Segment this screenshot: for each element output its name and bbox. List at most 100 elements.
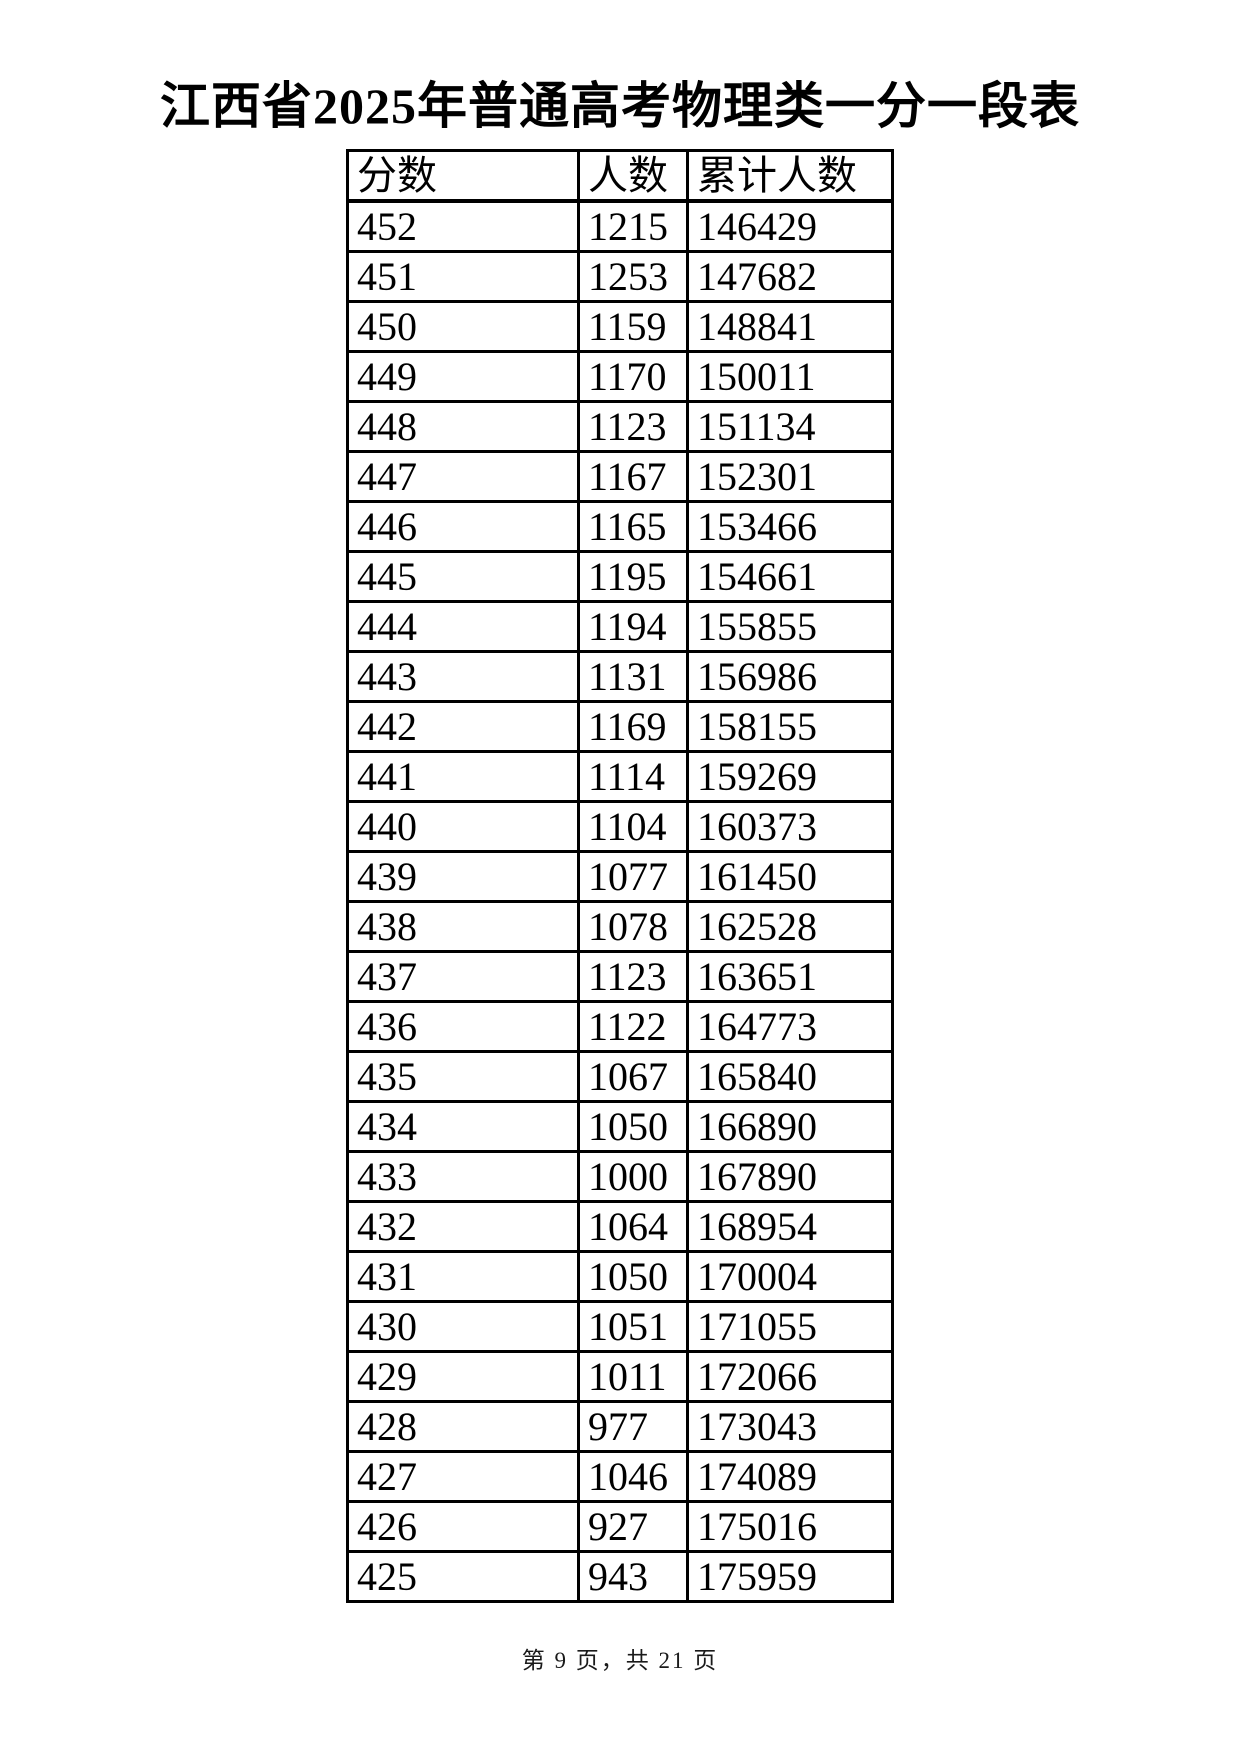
table-cell-score: 434 [346, 1100, 580, 1153]
table-cell-score: 437 [346, 950, 580, 1003]
table-cell-cumulative: 158155 [686, 700, 894, 753]
table-row: 431 1050 170004 [346, 1250, 894, 1303]
table-row: 452 1215 146429 [346, 199, 894, 253]
table-cell-score: 446 [346, 500, 580, 553]
table-row: 437 1123 163651 [346, 950, 894, 1003]
table-cell-count: 927 [577, 1500, 689, 1553]
table-cell-count: 1122 [577, 1000, 689, 1053]
table-row: 433 1000 167890 [346, 1150, 894, 1203]
table-cell-score: 441 [346, 750, 580, 803]
table-cell-count: 1194 [577, 600, 689, 653]
table-body: 452 1215 146429 451 1253 147682 450 1159 148841 4… [346, 199, 894, 1603]
table-cell-cumulative: 156986 [686, 650, 894, 703]
table-cell-cumulative: 150011 [686, 350, 894, 403]
table-cell-cumulative: 170004 [686, 1250, 894, 1303]
page-number-indicator: 第 9 页，共 21 页 [521, 1648, 719, 1673]
table-cell-score: 442 [346, 700, 580, 753]
table-cell-score: 433 [346, 1150, 580, 1203]
column-header-count: 人数 [577, 149, 689, 203]
table-cell-score: 428 [346, 1400, 580, 1453]
table-row: 428 977 173043 [346, 1400, 894, 1453]
table-cell-count: 977 [577, 1400, 689, 1453]
table-row: 445 1195 154661 [346, 550, 894, 603]
table-cell-score: 443 [346, 650, 580, 703]
column-header-score: 分数 [346, 149, 580, 203]
table-cell-cumulative: 171055 [686, 1300, 894, 1353]
table-row: 448 1123 151134 [346, 400, 894, 453]
table-row: 429 1011 172066 [346, 1350, 894, 1403]
table-cell-score: 426 [346, 1500, 580, 1553]
table-cell-count: 1165 [577, 500, 689, 553]
table-cell-cumulative: 151134 [686, 400, 894, 453]
table-row: 451 1253 147682 [346, 250, 894, 303]
table-cell-cumulative: 162528 [686, 900, 894, 953]
table-cell-score: 447 [346, 450, 580, 503]
table-cell-score: 430 [346, 1300, 580, 1353]
table-cell-count: 1123 [577, 950, 689, 1003]
table-row: 446 1165 153466 [346, 500, 894, 553]
table-cell-cumulative: 160373 [686, 800, 894, 853]
table-cell-cumulative: 152301 [686, 450, 894, 503]
table-row: 444 1194 155855 [346, 600, 894, 653]
table-row: 443 1131 156986 [346, 650, 894, 703]
table-cell-count: 1011 [577, 1350, 689, 1403]
table-row: 441 1114 159269 [346, 750, 894, 803]
table-cell-cumulative: 168954 [686, 1200, 894, 1253]
table-cell-cumulative: 175959 [686, 1550, 894, 1603]
table-cell-score: 450 [346, 300, 580, 353]
table-cell-count: 1169 [577, 700, 689, 753]
table-row: 434 1050 166890 [346, 1100, 894, 1153]
table-header-row: 分数 人数 累计人数 [346, 149, 894, 203]
table-cell-cumulative: 173043 [686, 1400, 894, 1453]
table-row: 438 1078 162528 [346, 900, 894, 953]
table-cell-count: 1067 [577, 1050, 689, 1103]
table-cell-count: 1050 [577, 1100, 689, 1153]
table-cell-cumulative: 163651 [686, 950, 894, 1003]
table-cell-count: 1000 [577, 1150, 689, 1203]
table-cell-cumulative: 167890 [686, 1150, 894, 1203]
table-cell-score: 444 [346, 600, 580, 653]
table-cell-count: 1170 [577, 350, 689, 403]
table-cell-score: 451 [346, 250, 580, 303]
table-cell-count: 1104 [577, 800, 689, 853]
table-row: 439 1077 161450 [346, 850, 894, 903]
table-cell-count: 1077 [577, 850, 689, 903]
table-cell-cumulative: 172066 [686, 1350, 894, 1403]
table-row: 442 1169 158155 [346, 700, 894, 753]
table-row: 425 943 175959 [346, 1550, 894, 1603]
table-cell-cumulative: 147682 [686, 250, 894, 303]
table-cell-cumulative: 154661 [686, 550, 894, 603]
table-cell-score: 431 [346, 1250, 580, 1303]
table-cell-score: 438 [346, 900, 580, 953]
table-cell-score: 436 [346, 1000, 580, 1053]
table-cell-count: 1195 [577, 550, 689, 603]
table-cell-score: 440 [346, 800, 580, 853]
table-cell-cumulative: 159269 [686, 750, 894, 803]
table-cell-count: 943 [577, 1550, 689, 1603]
table-row: 436 1122 164773 [346, 1000, 894, 1053]
table-cell-cumulative: 174089 [686, 1450, 894, 1503]
table-row: 432 1064 168954 [346, 1200, 894, 1253]
table-cell-score: 448 [346, 400, 580, 453]
table-row: 440 1104 160373 [346, 800, 894, 853]
column-header-cumulative: 累计人数 [686, 149, 894, 203]
table-cell-score: 427 [346, 1450, 580, 1503]
table-cell-count: 1159 [577, 300, 689, 353]
table-cell-count: 1051 [577, 1300, 689, 1353]
table-cell-cumulative: 165840 [686, 1050, 894, 1103]
table-cell-score: 449 [346, 350, 580, 403]
table-cell-score: 425 [346, 1550, 580, 1603]
table-cell-count: 1078 [577, 900, 689, 953]
table-cell-cumulative: 175016 [686, 1500, 894, 1553]
table-row: 426 927 175016 [346, 1500, 894, 1553]
table-cell-score: 429 [346, 1350, 580, 1403]
table-cell-score: 452 [346, 199, 580, 253]
table-cell-cumulative: 155855 [686, 600, 894, 653]
table-cell-cumulative: 153466 [686, 500, 894, 553]
table-cell-count: 1046 [577, 1450, 689, 1503]
table-cell-count: 1114 [577, 750, 689, 803]
table-cell-count: 1123 [577, 400, 689, 453]
table-cell-cumulative: 146429 [686, 199, 894, 253]
table-cell-score: 439 [346, 850, 580, 903]
